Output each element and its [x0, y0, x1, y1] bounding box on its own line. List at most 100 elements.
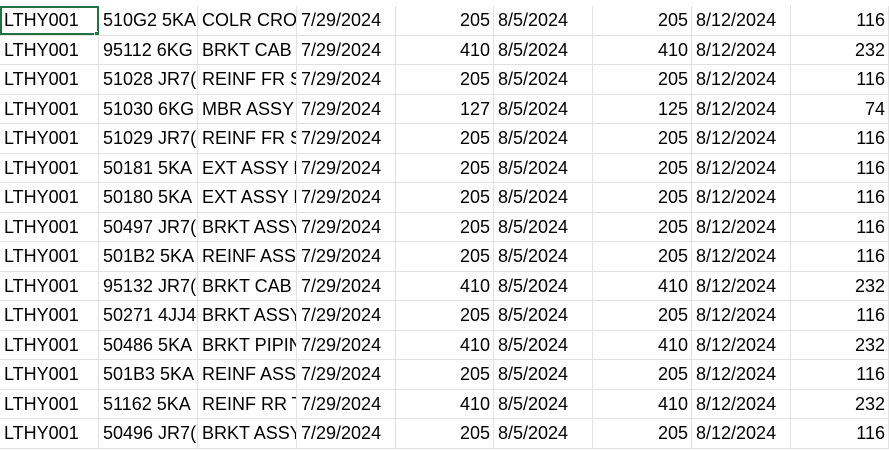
grid-cell[interactable]: REINF ASSY [198, 242, 297, 271]
grid-cell[interactable]: 8/12/2024 [692, 6, 791, 35]
grid-cell[interactable]: 8/12/2024 [692, 242, 791, 271]
grid-cell[interactable]: 501B2 5KA [99, 242, 198, 271]
grid-cell[interactable]: 7/29/2024 [297, 419, 396, 448]
grid-cell[interactable]: 8/12/2024 [692, 419, 791, 448]
grid-cell[interactable]: 7/29/2024 [297, 65, 396, 94]
grid-cell[interactable]: LTHY001 [0, 242, 99, 271]
selected-cell[interactable]: LTHY001 [0, 6, 99, 35]
grid-cell[interactable]: 7/29/2024 [297, 183, 396, 212]
grid-cell[interactable]: 205 [593, 212, 692, 241]
grid-cell[interactable]: 8/12/2024 [692, 153, 791, 182]
grid-cell[interactable]: LTHY001 [0, 124, 99, 153]
grid-cell[interactable]: 205 [593, 124, 692, 153]
grid-cell[interactable]: 51162 5KA [99, 389, 198, 418]
grid-cell[interactable]: 116 [791, 183, 889, 212]
grid-cell[interactable]: 116 [791, 153, 889, 182]
grid-cell[interactable]: BRKT CAB [198, 35, 297, 64]
grid-cell[interactable]: 232 [791, 35, 889, 64]
grid-cell[interactable]: 8/12/2024 [692, 65, 791, 94]
grid-cell[interactable]: 410 [593, 389, 692, 418]
grid-cell[interactable]: 8/12/2024 [692, 389, 791, 418]
grid-cell[interactable]: 8/5/2024 [494, 94, 593, 123]
grid-cell[interactable]: 7/29/2024 [297, 6, 396, 35]
grid-cell[interactable]: LTHY001 [0, 94, 99, 123]
grid-cell[interactable]: 50271 4JJ4 [99, 301, 198, 330]
grid-cell[interactable]: 8/5/2024 [494, 124, 593, 153]
grid-cell[interactable]: 205 [593, 65, 692, 94]
grid-cell[interactable]: 232 [791, 271, 889, 300]
grid-cell[interactable]: 8/5/2024 [494, 330, 593, 359]
grid-cell[interactable]: 205 [593, 242, 692, 271]
grid-cell[interactable]: 8/5/2024 [494, 212, 593, 241]
grid-cell[interactable]: 8/12/2024 [692, 94, 791, 123]
grid-cell[interactable]: 116 [791, 301, 889, 330]
grid-cell[interactable]: 232 [791, 330, 889, 359]
grid-cell[interactable]: 205 [593, 360, 692, 389]
grid-cell[interactable]: 205 [593, 153, 692, 182]
grid-cell[interactable]: 8/5/2024 [494, 360, 593, 389]
grid-cell[interactable]: 205 [396, 6, 494, 35]
grid-cell[interactable]: 410 [396, 35, 494, 64]
grid-cell[interactable]: LTHY001 [0, 389, 99, 418]
grid-cell[interactable]: 116 [791, 360, 889, 389]
grid-cell[interactable]: 50496 JR7( [99, 419, 198, 448]
grid-cell[interactable]: 410 [396, 389, 494, 418]
grid-cell[interactable]: 205 [593, 419, 692, 448]
grid-cell[interactable]: 7/29/2024 [297, 94, 396, 123]
grid-cell[interactable]: 116 [791, 124, 889, 153]
grid-cell[interactable]: 8/5/2024 [494, 242, 593, 271]
grid-cell[interactable]: LTHY001 [0, 183, 99, 212]
grid-cell[interactable]: EXT ASSY F [198, 183, 297, 212]
grid-cell[interactable]: REINF RR T [198, 389, 297, 418]
grid-cell[interactable]: 8/5/2024 [494, 153, 593, 182]
grid-cell[interactable]: LTHY001 [0, 65, 99, 94]
grid-cell[interactable]: 205 [396, 153, 494, 182]
grid-cell[interactable]: 127 [396, 94, 494, 123]
grid-cell[interactable]: 125 [593, 94, 692, 123]
grid-cell[interactable]: 7/29/2024 [297, 389, 396, 418]
grid-cell[interactable]: 50181 5KA [99, 153, 198, 182]
grid-cell[interactable]: REINF ASSY [198, 360, 297, 389]
grid-cell[interactable]: LTHY001 [0, 419, 99, 448]
grid-cell[interactable]: 8/5/2024 [494, 6, 593, 35]
grid-cell[interactable]: 116 [791, 6, 889, 35]
grid-cell[interactable]: 8/12/2024 [692, 212, 791, 241]
grid-cell[interactable]: 116 [791, 419, 889, 448]
grid-cell[interactable]: 7/29/2024 [297, 153, 396, 182]
grid-cell[interactable]: 205 [593, 6, 692, 35]
grid-cell[interactable]: 50486 5KA [99, 330, 198, 359]
grid-cell[interactable]: 205 [396, 124, 494, 153]
grid-cell[interactable]: 8/5/2024 [494, 271, 593, 300]
grid-cell[interactable]: 232 [791, 389, 889, 418]
grid-cell[interactable]: 51030 6KG [99, 94, 198, 123]
grid-cell[interactable]: BRKT PIPIN [198, 330, 297, 359]
grid-cell[interactable]: 205 [396, 212, 494, 241]
grid-cell[interactable]: 8/12/2024 [692, 183, 791, 212]
grid-cell[interactable]: 8/5/2024 [494, 419, 593, 448]
grid-cell[interactable]: EXT ASSY F [198, 153, 297, 182]
grid-cell[interactable]: 51029 JR7( [99, 124, 198, 153]
grid-cell[interactable]: 8/5/2024 [494, 301, 593, 330]
grid-cell[interactable]: LTHY001 [0, 301, 99, 330]
grid-cell[interactable]: BRKT ASSY [198, 212, 297, 241]
grid-cell[interactable]: LTHY001 [0, 271, 99, 300]
grid-cell[interactable]: 205 [396, 419, 494, 448]
grid-cell[interactable]: 410 [396, 271, 494, 300]
grid-cell[interactable]: COLR CROS [198, 6, 297, 35]
grid-cell[interactable]: LTHY001 [0, 212, 99, 241]
grid-cell[interactable]: 8/12/2024 [692, 124, 791, 153]
grid-cell[interactable]: LTHY001 [0, 360, 99, 389]
grid-cell[interactable]: 410 [593, 330, 692, 359]
grid-cell[interactable]: 116 [791, 212, 889, 241]
grid-cell[interactable]: 7/29/2024 [297, 360, 396, 389]
grid-cell[interactable]: 7/29/2024 [297, 301, 396, 330]
grid-cell[interactable]: 116 [791, 65, 889, 94]
grid-cell[interactable]: 51028 JR7( [99, 65, 198, 94]
grid-cell[interactable]: 8/12/2024 [692, 271, 791, 300]
grid-cell[interactable]: 8/5/2024 [494, 389, 593, 418]
grid-cell[interactable]: 205 [396, 242, 494, 271]
grid-cell[interactable]: 8/12/2024 [692, 330, 791, 359]
grid-cell[interactable]: 116 [791, 242, 889, 271]
grid-cell[interactable]: 50497 JR7( [99, 212, 198, 241]
grid-cell[interactable]: BRKT ASSY [198, 419, 297, 448]
